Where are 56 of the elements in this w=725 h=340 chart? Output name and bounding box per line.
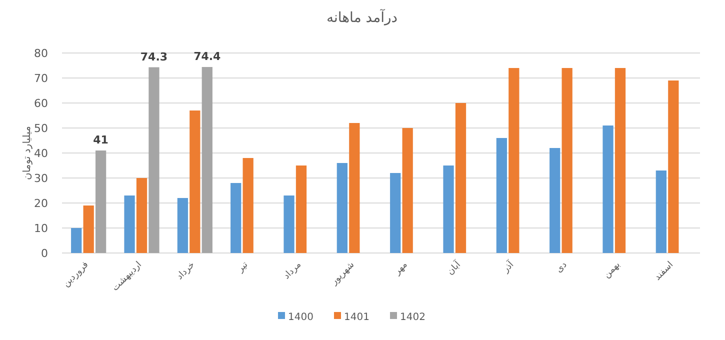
- x-tick-label: شهریور: [328, 260, 357, 288]
- x-tick-label: اردیبهشت: [110, 260, 144, 294]
- bar: [390, 173, 401, 253]
- y-tick-label: 40: [34, 147, 48, 160]
- bar: [656, 170, 667, 253]
- x-tick-label: خرداد: [175, 260, 198, 282]
- bar: [402, 128, 413, 253]
- x-tick-label: مهر: [392, 260, 410, 278]
- bar: [202, 67, 212, 253]
- bar: [95, 150, 106, 253]
- x-tick-label: مرداد: [282, 260, 304, 282]
- y-tick-label: 10: [34, 222, 48, 235]
- bar: [242, 158, 254, 253]
- bar: [83, 206, 94, 253]
- bar: [136, 178, 148, 253]
- y-axis-title: میلیارد تومان: [22, 126, 33, 180]
- bar: [190, 110, 200, 253]
- x-tick-label: تیر: [235, 260, 251, 276]
- bar: [148, 67, 160, 253]
- bar: [124, 196, 135, 253]
- x-tick-label: فروردین: [61, 260, 91, 290]
- bar: [71, 228, 82, 253]
- data-label: 41: [93, 134, 108, 146]
- chart-title: درآمد ماهانه: [326, 8, 398, 26]
- bar: [668, 80, 679, 253]
- bar: [336, 163, 348, 253]
- bar: [284, 196, 294, 253]
- legend-label: 1402: [400, 312, 426, 323]
- bar: [508, 68, 520, 253]
- bar: [230, 183, 242, 253]
- y-tick-label: 70: [34, 72, 48, 85]
- bar: [349, 123, 360, 253]
- x-tick-label: آبان: [444, 258, 464, 278]
- y-tick-label: 20: [34, 197, 48, 210]
- y-tick-label: 30: [34, 172, 48, 185]
- x-tick-label: آذر: [499, 258, 516, 276]
- y-tick-label: 0: [41, 247, 48, 260]
- data-label: 74.4: [194, 50, 222, 63]
- y-tick-label: 50: [34, 122, 48, 135]
- y-tick-label: 80: [34, 47, 48, 60]
- x-tick-label: بهمن: [602, 260, 622, 280]
- bar: [562, 68, 572, 253]
- bar: [296, 166, 307, 253]
- bar: [455, 103, 466, 253]
- legend-label: 1400: [288, 312, 314, 323]
- bar: [550, 148, 560, 253]
- x-tick-label: دی: [554, 260, 570, 275]
- y-tick-label: 60: [34, 97, 48, 110]
- legend-label: 1401: [344, 312, 370, 323]
- data-label: 74.3: [140, 50, 168, 64]
- bar: [602, 126, 614, 253]
- x-tick-label: اسفند: [652, 260, 676, 283]
- bar: [614, 68, 626, 253]
- bar: [496, 138, 508, 253]
- bar: [177, 198, 188, 253]
- bar: [443, 166, 454, 253]
